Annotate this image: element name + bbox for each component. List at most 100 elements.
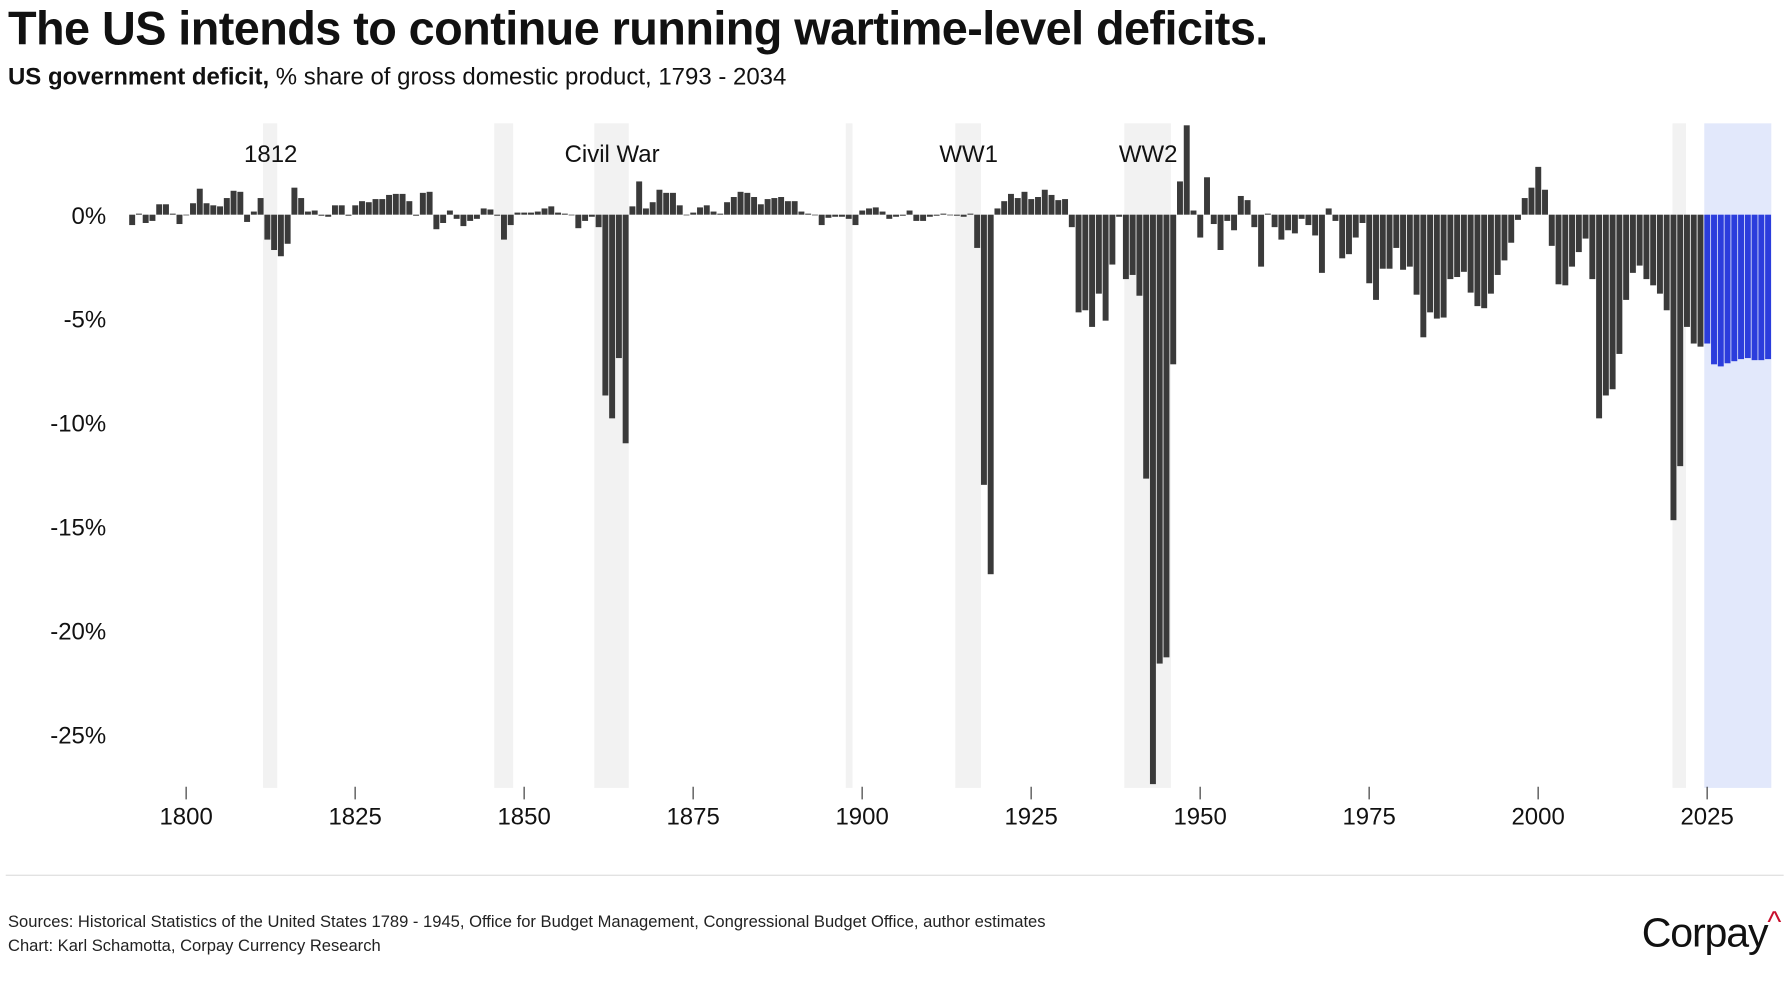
deficit-bar bbox=[859, 210, 866, 215]
war-period-label: Civil War bbox=[565, 141, 660, 168]
deficit-bar bbox=[582, 214, 589, 221]
deficit-bar bbox=[149, 214, 156, 221]
deficit-bar bbox=[1481, 214, 1488, 309]
y-tick-label: -15% bbox=[50, 515, 106, 542]
deficit-bar bbox=[1623, 214, 1630, 300]
deficit-bar bbox=[460, 214, 467, 227]
deficit-bar bbox=[541, 208, 548, 215]
deficit-bar bbox=[1014, 198, 1021, 215]
projection-bar bbox=[1711, 214, 1717, 365]
deficit-bar bbox=[406, 201, 413, 215]
projection-bar bbox=[1738, 214, 1745, 360]
war-period-label: WW1 bbox=[939, 141, 998, 168]
deficit-bar bbox=[845, 214, 852, 219]
deficit-bar bbox=[1048, 194, 1055, 215]
deficit-bar bbox=[744, 192, 751, 215]
subtitle-rest: % share of gross domestic product, 1793 … bbox=[269, 63, 787, 91]
deficit-bar bbox=[1474, 214, 1481, 307]
deficit-bar bbox=[771, 198, 778, 215]
deficit-bar bbox=[473, 214, 480, 219]
deficit-bar bbox=[926, 214, 933, 217]
bar-chart: 1812 Civil War WW1 WW2 0% -5% -10% -15% -20% -25%… bbox=[50, 123, 1772, 830]
x-tick-label: 1800 bbox=[159, 803, 212, 830]
deficit-bar bbox=[1190, 210, 1197, 215]
deficit-bar bbox=[609, 214, 616, 419]
chart-credit: Chart: Karl Schamotta, Corpay Currency R… bbox=[7, 937, 381, 956]
deficit-bar bbox=[1393, 214, 1400, 248]
x-tick-label: 1950 bbox=[1173, 803, 1226, 830]
deficit-bar bbox=[811, 214, 818, 216]
deficit-bar bbox=[575, 214, 582, 229]
deficit-bar bbox=[1386, 214, 1393, 269]
deficit-bar bbox=[872, 207, 879, 215]
deficit-bar bbox=[528, 212, 534, 215]
x-tick-label: 1925 bbox=[1004, 803, 1057, 830]
deficit-bar bbox=[1433, 214, 1440, 319]
deficit-bar bbox=[724, 202, 731, 215]
deficit-bar bbox=[886, 214, 893, 219]
war-period-band bbox=[845, 123, 853, 788]
deficit-bar bbox=[595, 214, 602, 228]
deficit-bar bbox=[1082, 214, 1089, 311]
deficit-bar bbox=[1440, 214, 1447, 318]
deficit-bar bbox=[1420, 214, 1427, 338]
deficit-bar bbox=[162, 204, 169, 215]
x-tick-label: 1975 bbox=[1342, 803, 1395, 830]
deficit-bar bbox=[325, 214, 332, 217]
deficit-bar bbox=[1684, 214, 1690, 327]
deficit-bar bbox=[906, 210, 913, 215]
corpay-logo: Corpay^ bbox=[1642, 904, 1782, 957]
x-tick-label: 2025 bbox=[1680, 803, 1733, 830]
deficit-bar bbox=[1339, 214, 1346, 259]
deficit-bar bbox=[1535, 166, 1542, 215]
deficit-bar bbox=[683, 214, 690, 216]
deficit-bar bbox=[825, 214, 832, 218]
deficit-bar bbox=[1312, 214, 1319, 236]
deficit-bar bbox=[514, 212, 521, 215]
deficit-bar bbox=[1041, 189, 1048, 215]
deficit-bar bbox=[1264, 213, 1271, 215]
deficit-bar bbox=[1258, 214, 1265, 267]
deficit-bar bbox=[751, 197, 758, 215]
deficit-bar bbox=[1542, 189, 1548, 215]
deficit-bar bbox=[1143, 214, 1150, 479]
deficit-bar bbox=[1224, 214, 1231, 221]
deficit-bar bbox=[764, 199, 771, 215]
deficit-bar bbox=[1616, 214, 1623, 354]
deficit-bar bbox=[230, 190, 237, 215]
x-tick-label: 2000 bbox=[1511, 803, 1564, 830]
deficit-bar bbox=[1149, 214, 1156, 785]
projection-bar bbox=[1744, 214, 1751, 359]
deficit-bar bbox=[778, 197, 785, 215]
deficit-bar bbox=[433, 214, 440, 230]
deficit-bar bbox=[135, 213, 142, 215]
deficit-bar bbox=[1650, 214, 1657, 286]
deficit-bar bbox=[1251, 214, 1258, 228]
deficit-bar bbox=[1177, 181, 1183, 215]
deficit-bar bbox=[1373, 214, 1379, 300]
deficit-bar bbox=[1068, 214, 1075, 228]
deficit-bar bbox=[649, 202, 656, 215]
deficit-bar bbox=[1467, 214, 1474, 293]
deficit-bar bbox=[1609, 214, 1616, 390]
deficit-bar bbox=[818, 214, 825, 226]
deficit-bar bbox=[352, 205, 359, 215]
deficit-bar bbox=[1170, 214, 1177, 365]
deficit-bar bbox=[480, 208, 487, 215]
deficit-bar bbox=[602, 214, 609, 396]
war-period-label: 1812 bbox=[244, 141, 297, 168]
deficit-bar bbox=[217, 206, 224, 215]
deficit-bar bbox=[730, 197, 737, 215]
logo-caret-icon: ^ bbox=[1767, 904, 1781, 939]
deficit-bar bbox=[1548, 214, 1555, 246]
deficit-bar bbox=[331, 205, 338, 215]
deficit-bar bbox=[1366, 214, 1373, 284]
deficit-bar bbox=[737, 191, 744, 215]
deficit-bar bbox=[156, 204, 163, 215]
deficit-bar bbox=[399, 193, 406, 215]
x-tick-label: 1875 bbox=[666, 803, 719, 830]
deficit-bar bbox=[1352, 214, 1359, 238]
y-tick-label: -5% bbox=[64, 307, 107, 334]
deficit-bar bbox=[1562, 214, 1569, 286]
